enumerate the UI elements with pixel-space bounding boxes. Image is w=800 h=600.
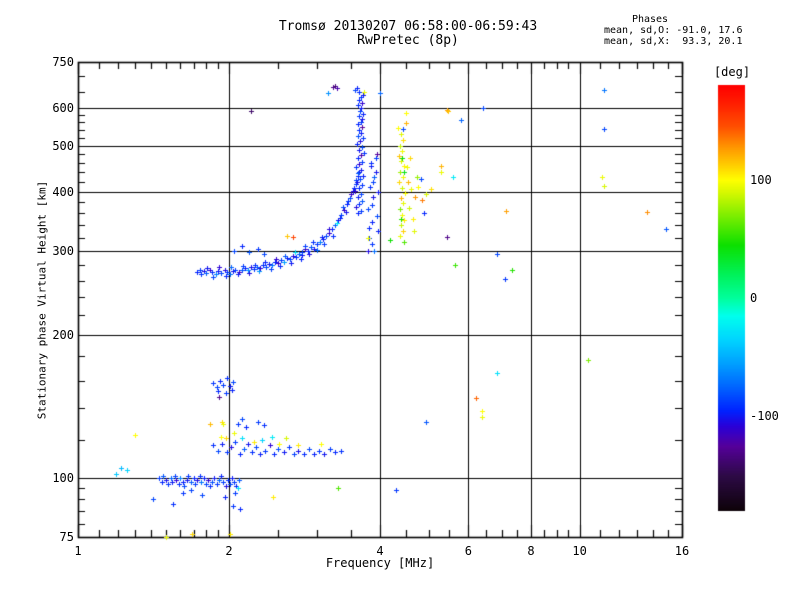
x-tick-label-4: 4	[376, 544, 384, 558]
stats-mean-sd-o: mean, sd,O: -91.0, 17.6	[604, 25, 743, 36]
colorbar-title: [deg]	[713, 65, 751, 79]
y-tick-label-200: 200	[52, 327, 74, 342]
plot-title: Tromsø 20130207 06:58:00-06:59:43	[278, 19, 538, 34]
y-tick-label-100: 100	[52, 470, 74, 485]
plot-subtitle: RwPretec (8p)	[357, 33, 459, 48]
x-tick-label-10: 10	[572, 544, 587, 558]
y-tick-label-750: 750	[52, 55, 74, 69]
y-tick-label-600: 600	[52, 101, 74, 116]
y-tick-label-500: 500	[52, 138, 74, 153]
x-tick-label-2: 2	[225, 544, 233, 558]
y-tick-label-300: 300	[52, 244, 74, 259]
y-tick-label-75: 75	[59, 530, 74, 544]
colorbar-tick-label-100: 100	[750, 172, 772, 187]
x-tick-label-16: 16	[674, 544, 690, 558]
x-tick-label-1: 1	[74, 544, 82, 558]
x-axis-title: Frequency [MHz]	[325, 556, 435, 570]
y-axis-title: Stationary phase Virtual Height [km]	[35, 180, 49, 420]
x-tick-label-8: 8	[527, 544, 535, 558]
x-tick-label-6: 6	[464, 544, 472, 558]
stats-header: Phases	[631, 14, 669, 25]
colorbar-tick-label--100: -100	[750, 409, 779, 424]
stats-mean-sd-x: mean, sd,X: 93.3, 20.1	[604, 36, 743, 47]
colorbar-tick-label-0: 0	[750, 291, 758, 305]
y-tick-label-400: 400	[52, 184, 74, 199]
